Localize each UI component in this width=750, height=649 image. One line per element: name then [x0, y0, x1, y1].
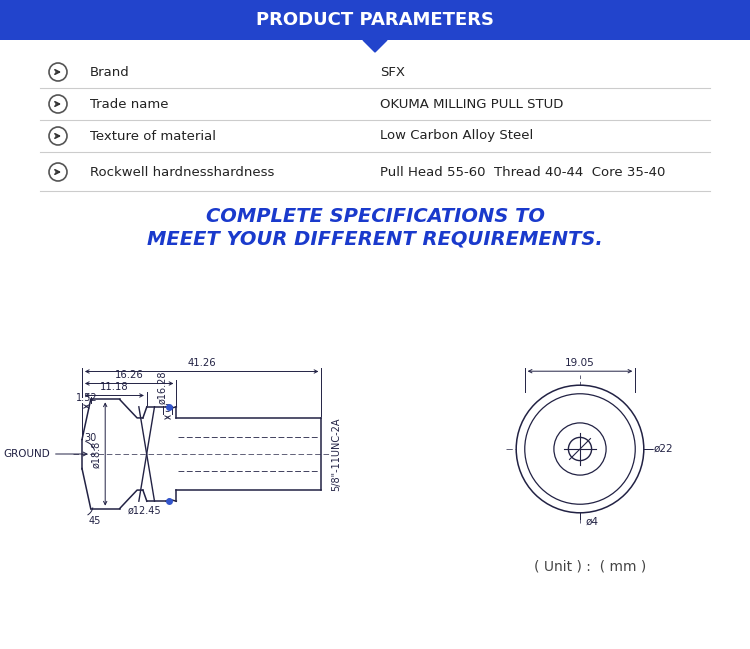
Circle shape — [49, 163, 67, 181]
Text: Low Carbon Alloy Steel: Low Carbon Alloy Steel — [380, 130, 533, 143]
Text: 3: 3 — [164, 404, 170, 415]
Circle shape — [49, 63, 67, 81]
Text: 1.52: 1.52 — [76, 393, 98, 404]
Text: Trade name: Trade name — [90, 97, 169, 110]
Text: ø16.28: ø16.28 — [157, 371, 167, 404]
Text: COMPLETE SPECIFICATIONS TO: COMPLETE SPECIFICATIONS TO — [206, 208, 544, 227]
Text: ø4: ø4 — [586, 517, 599, 527]
Text: Brand: Brand — [90, 66, 130, 79]
Circle shape — [554, 423, 606, 475]
Text: SFX: SFX — [380, 66, 405, 79]
Text: 19.05: 19.05 — [566, 358, 595, 368]
Text: ø22: ø22 — [654, 444, 674, 454]
Text: ( Unit ) :  ( mm ): ( Unit ) : ( mm ) — [534, 560, 646, 574]
Text: Texture of material: Texture of material — [90, 130, 216, 143]
Text: GROUND: GROUND — [3, 449, 50, 459]
Circle shape — [568, 437, 592, 461]
Text: ø12.45: ø12.45 — [128, 505, 162, 515]
Text: 30: 30 — [84, 433, 96, 443]
Text: 41.26: 41.26 — [188, 358, 216, 369]
Circle shape — [516, 386, 644, 513]
Polygon shape — [363, 40, 387, 52]
Text: 45: 45 — [88, 515, 101, 526]
Text: Pull Head 55-60  Thread 40-44  Core 35-40: Pull Head 55-60 Thread 40-44 Core 35-40 — [380, 165, 665, 178]
Text: OKUMA MILLING PULL STUD: OKUMA MILLING PULL STUD — [380, 97, 563, 110]
FancyBboxPatch shape — [0, 0, 750, 40]
Text: Rockwell hardnesshardness: Rockwell hardnesshardness — [90, 165, 274, 178]
Circle shape — [49, 127, 67, 145]
Circle shape — [49, 95, 67, 113]
Circle shape — [525, 394, 635, 504]
Text: 5/8"-11UNC-2A: 5/8"-11UNC-2A — [332, 417, 341, 491]
Text: 11.18: 11.18 — [100, 382, 129, 393]
Text: 16.26: 16.26 — [115, 371, 143, 380]
Text: ø18.8: ø18.8 — [92, 441, 101, 468]
Text: MEEET YOUR DIFFERENT REQUIREMENTS.: MEEET YOUR DIFFERENT REQUIREMENTS. — [147, 230, 603, 249]
Text: PRODUCT PARAMETERS: PRODUCT PARAMETERS — [256, 11, 494, 29]
